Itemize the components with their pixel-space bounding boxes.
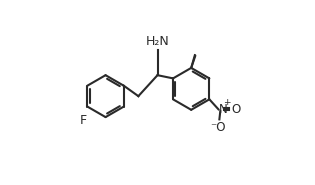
Text: H₂N: H₂N [146, 35, 169, 48]
Text: N: N [219, 103, 227, 116]
Text: ⁻O: ⁻O [210, 121, 225, 134]
Text: O: O [231, 103, 240, 116]
Text: F: F [79, 114, 86, 127]
Text: +: + [223, 98, 231, 107]
